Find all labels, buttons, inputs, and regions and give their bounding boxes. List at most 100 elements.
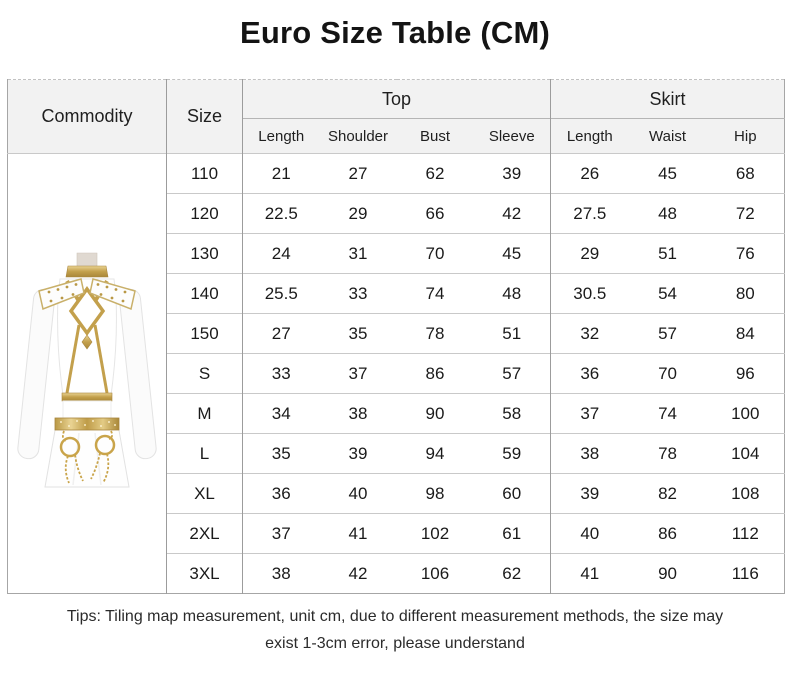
group-header-top: Top [241,79,551,119]
col-header-skirt-length: Length [550,118,629,154]
data-cell: 48 [628,193,707,234]
data-cell: 72 [706,193,785,234]
data-cell: 62 [473,553,551,594]
data-cell: 112 [706,513,785,554]
col-header-skirt-hip: Hip [706,118,785,154]
size-table: Commodity Size Top Skirt Length Shoulder… [7,79,786,594]
data-cell: 26 [550,153,629,194]
size-cell: 130 [166,233,243,274]
data-cell: 82 [628,473,707,514]
data-cell: 90 [396,393,474,434]
data-cell: 38 [550,433,629,474]
data-cell: 90 [628,553,707,594]
data-cell: 27.5 [550,193,629,234]
data-cell: 104 [706,433,785,474]
data-cell: 39 [319,433,397,474]
data-cell: 86 [628,513,707,554]
data-cell: 40 [319,473,397,514]
data-cell: 59 [473,433,551,474]
data-cell: 100 [706,393,785,434]
table-row: XL 36 40 98 60 39 82 108 [8,473,785,514]
commodity-header-cell: Commodity [7,79,167,154]
data-cell: 54 [628,273,707,314]
tips-line-1: Tips: Tiling map measurement, unit cm, d… [66,608,724,625]
page-title: Euro Size Table (CM) [239,15,550,50]
size-cell: M [166,393,243,434]
table-group-header-row: Commodity Size Top Skirt [7,79,785,154]
data-cell: 45 [473,233,551,274]
tips-text: Tips: Tiling map measurement, unit cm, d… [0,603,790,657]
costume-illustration [17,252,157,488]
data-cell: 29 [319,193,397,234]
col-header-skirt-waist: Waist [628,118,707,154]
data-cell: 108 [706,473,785,514]
group-header-skirt: Skirt [550,79,785,119]
data-cell: 68 [706,153,785,194]
table-row: 140 25.5 33 74 48 30.5 54 80 [8,273,785,314]
col-header-top-sleeve: Sleeve [473,118,551,154]
data-cell: 35 [319,313,397,354]
data-cell: 21 [242,153,320,194]
col-header-top-shoulder: Shoulder [319,118,397,154]
data-cell: 41 [319,513,397,554]
table-row: M 34 38 90 58 37 74 100 [8,393,785,434]
data-cell: 76 [706,233,785,274]
data-cell: 116 [706,553,785,594]
data-cell: 98 [396,473,474,514]
data-cell: 39 [473,153,551,194]
data-cell: 57 [473,353,551,394]
data-cell: 45 [628,153,707,194]
data-cell: 36 [550,353,629,394]
size-header-cell: Size [166,79,243,154]
size-cell: 150 [166,313,243,354]
size-cell: XL [166,473,243,514]
data-cell: 57 [628,313,707,354]
data-cell: 66 [396,193,474,234]
data-cell: 22.5 [242,193,320,234]
data-cell: 24 [242,233,320,274]
data-cell: 31 [319,233,397,274]
data-cell: 40 [550,513,629,554]
size-cell: 140 [166,273,243,314]
table-row: 130 24 31 70 45 29 51 76 [8,233,785,274]
data-cell: 29 [550,233,629,274]
data-cell: 41 [550,553,629,594]
table-row: S 33 37 86 57 36 70 96 [8,353,785,394]
data-cell: 51 [628,233,707,274]
data-cell: 25.5 [242,273,320,314]
data-cell: 37 [319,353,397,394]
size-cell: 3XL [166,553,243,594]
data-cell: 27 [319,153,397,194]
data-cell: 37 [550,393,629,434]
col-header-top-length: Length [242,118,320,154]
data-cell: 60 [473,473,551,514]
tips-line-2: exist 1-3cm error, please understand [265,635,525,652]
data-cell: 106 [396,553,474,594]
data-cell: 74 [628,393,707,434]
data-cell: 70 [396,233,474,274]
table-row: 120 22.5 29 66 42 27.5 48 72 [8,193,785,234]
data-cell: 86 [396,353,474,394]
data-cell: 38 [242,553,320,594]
data-cell: 33 [242,353,320,394]
data-cell: 48 [473,273,551,314]
data-cell: 38 [319,393,397,434]
table-row: 3XL 38 42 106 62 41 90 116 [8,553,785,594]
data-cell: 78 [628,433,707,474]
data-cell: 96 [706,353,785,394]
data-cell: 74 [396,273,474,314]
size-cell: L [166,433,243,474]
data-cell: 36 [242,473,320,514]
data-cell: 58 [473,393,551,434]
data-cell: 62 [396,153,474,194]
data-cell: 94 [396,433,474,474]
data-cell: 84 [706,313,785,354]
table-row: 150 27 35 78 51 32 57 84 [8,313,785,354]
table-row: 110 21 27 62 39 26 45 68 [7,153,785,594]
data-cell: 30.5 [550,273,629,314]
table-subheader-row: Length Shoulder Bust Sleeve Length Waist… [8,118,785,154]
data-cell: 35 [242,433,320,474]
data-cell: 78 [396,313,474,354]
size-cell: 120 [166,193,243,234]
